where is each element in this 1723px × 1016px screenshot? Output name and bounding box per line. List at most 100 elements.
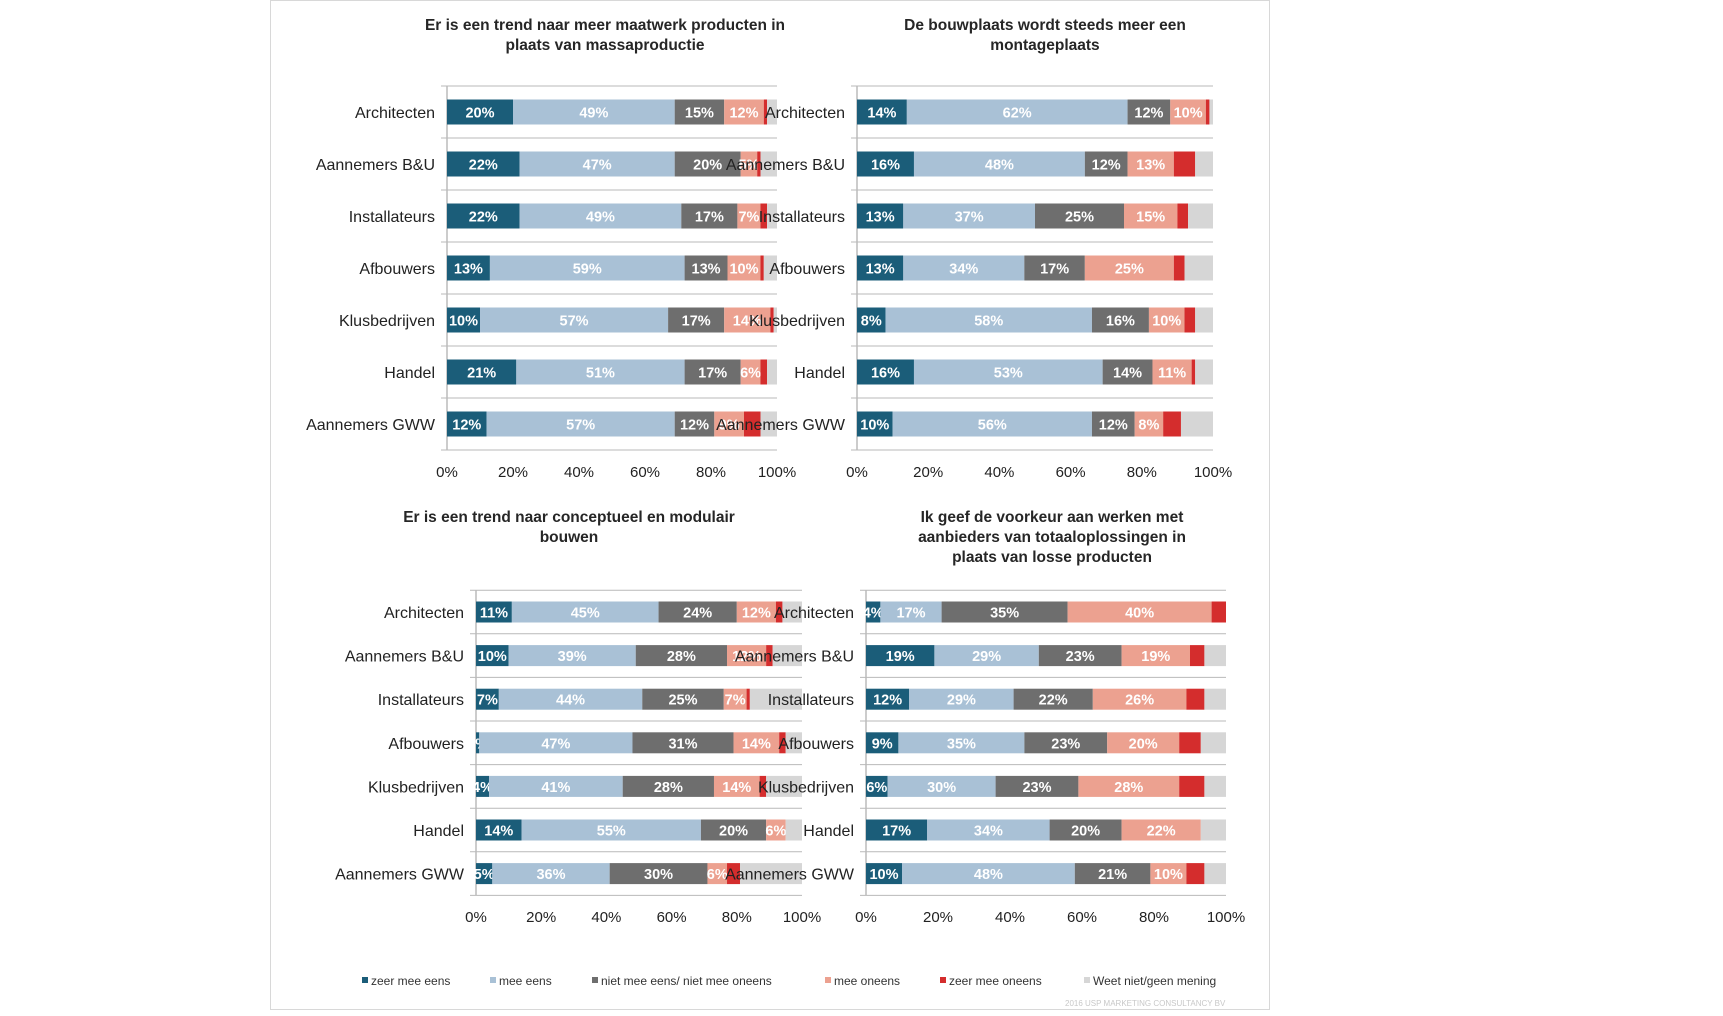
chart-4-bar-mee-eens xyxy=(902,863,1075,885)
chart-3-bar-value-label: 28% xyxy=(667,649,696,665)
chart-2-bar-mee-eens xyxy=(885,307,1092,333)
chart-4-bar-weet-niet-geen-mening xyxy=(1204,688,1226,710)
chart-2-bar-value-label: 56% xyxy=(978,418,1007,434)
chart-4-bar-value-label: 19% xyxy=(886,649,915,665)
chart-3-bar-value-label: 14% xyxy=(742,736,771,752)
chart-1-category-label: Aannemers B&U xyxy=(316,157,435,174)
chart-3-bar-mee-oneens xyxy=(707,863,728,885)
chart-2-bar-zeer-mee-oneens xyxy=(1191,359,1196,385)
chart-4-bar-mee-oneens xyxy=(1121,645,1190,667)
chart-2-x-tick: 80% xyxy=(1127,464,1157,481)
chart-1-bar-zeer-mee-oneens xyxy=(760,203,768,229)
chart-4-bar-zeer-mee-eens xyxy=(866,732,899,754)
chart-1-bar-niet-mee-eens-niet-mee-oneens xyxy=(668,307,725,333)
chart-1-bar-niet-mee-eens-niet-mee-oneens xyxy=(674,411,715,437)
chart-1-bar-mee-eens xyxy=(519,203,682,229)
chart-2-bar-weet-niet-geen-mening xyxy=(1180,411,1213,437)
chart-3-bar-value-label: 28% xyxy=(654,780,683,796)
chart-4-x-tick: 100% xyxy=(1207,909,1245,926)
chart-1-bar-value-label: 49% xyxy=(579,106,608,122)
chart-1-bar-zeer-mee-eens xyxy=(447,411,487,437)
chart-2-bar-mee-oneens xyxy=(1124,203,1178,229)
chart-2-bar-value-label: 53% xyxy=(994,366,1023,382)
chart-2-bar-weet-niet-geen-mening xyxy=(1184,255,1213,281)
chart-4-bar-zeer-mee-eens xyxy=(866,601,881,623)
chart-3-bar-mee-oneens xyxy=(723,688,747,710)
chart-2-bar-value-label: 34% xyxy=(949,262,978,278)
chart-2-bar-mee-oneens xyxy=(1084,255,1174,281)
chart-3-bar-value-label: 47% xyxy=(541,736,570,752)
chart-3-bar-niet-mee-eens-niet-mee-oneens xyxy=(635,645,728,667)
chart-4-bar-value-label: 10% xyxy=(1154,867,1183,883)
chart-4-bar-mee-oneens xyxy=(1150,863,1187,885)
chart-2-bar-value-label: 15% xyxy=(1136,210,1165,226)
chart-3-bar-zeer-mee-oneens xyxy=(766,645,773,667)
chart-2-bar-mee-eens xyxy=(913,359,1103,385)
chart-1-bar-mee-oneens xyxy=(714,411,744,437)
chart-1-bar-zeer-mee-oneens xyxy=(760,359,768,385)
chart-1-category-label: Architecten xyxy=(355,105,435,122)
chart-2-bar-mee-oneens xyxy=(1148,307,1185,333)
chart-2-bar-zeer-mee-oneens xyxy=(1205,99,1210,125)
chart-2-bar-mee-oneens xyxy=(1134,411,1164,437)
chart-3-category-label: Installateurs xyxy=(378,692,464,709)
chart-3-bar-value-label: 36% xyxy=(536,867,565,883)
chart-4-bar-zeer-mee-oneens xyxy=(1179,775,1205,797)
chart-4-bar-mee-oneens xyxy=(1092,688,1187,710)
chart-3-bar-mee-eens xyxy=(511,601,659,623)
chart-4-bar-value-label: 20% xyxy=(1129,736,1158,752)
chart-3-bar-value-label: 30% xyxy=(644,867,673,883)
chart-2-bar-value-label: 8% xyxy=(861,314,882,330)
chart-4-bar-value-label: 40% xyxy=(1125,606,1154,622)
legend-swatch xyxy=(490,977,496,983)
legend-label: zeer mee oneens xyxy=(949,974,1042,988)
chart-4-bar-zeer-mee-oneens xyxy=(1190,645,1205,667)
chart-1-bar-weet-niet-geen-mening xyxy=(773,307,777,333)
chart-2-bar-value-label: 25% xyxy=(1115,262,1144,278)
chart-2-bar-zeer-mee-eens xyxy=(857,307,886,333)
chart-3-bar-value-label: 10% xyxy=(478,649,507,665)
chart-2-bar-value-label: 13% xyxy=(866,262,895,278)
chart-2-bar-value-label: 58% xyxy=(974,314,1003,330)
chart-1-bar-zeer-mee-eens xyxy=(447,151,520,177)
chart-1-bar-niet-mee-eens-niet-mee-oneens xyxy=(681,203,738,229)
chart-3-bar-mee-eens xyxy=(508,645,636,667)
chart-1-bar-mee-eens xyxy=(519,151,675,177)
chart-4-bar-mee-eens xyxy=(887,775,996,797)
chart-1-bar-weet-niet-geen-mening xyxy=(767,359,777,385)
chart-2-bar-value-label: 16% xyxy=(871,366,900,382)
chart-3-bar-mee-eens xyxy=(498,688,643,710)
chart-3-category-label: Handel xyxy=(413,823,464,840)
chart-1-bar-value-label: 6% xyxy=(740,366,761,382)
chart-3-bar-weet-niet-geen-mening xyxy=(749,688,802,710)
chart-3-bar-weet-niet-geen-mening xyxy=(740,863,802,885)
chart-3-bar-value-label: 4% xyxy=(472,780,493,796)
chart-4-bar-niet-mee-eens-niet-mee-oneens xyxy=(995,775,1079,797)
chart-4-category-label: Aannemers B&U xyxy=(735,649,854,666)
chart-2-bar-mee-eens xyxy=(903,255,1025,281)
chart-4-bar-value-label: 6% xyxy=(866,780,887,796)
chart-2-bar-value-label: 12% xyxy=(1134,106,1163,122)
chart-3-bar-mee-eens xyxy=(479,732,633,754)
chart-1-bar-weet-niet-geen-mening xyxy=(760,411,777,437)
chart-3-x-tick: 20% xyxy=(526,909,556,926)
chart-4-bar-weet-niet-geen-mening xyxy=(1200,732,1226,754)
chart-1-bar-mee-oneens xyxy=(727,255,761,281)
chart-1-bar-niet-mee-eens-niet-mee-oneens xyxy=(674,99,725,125)
chart-1-bar-value-label: 10% xyxy=(729,262,758,278)
chart-2-bar-zeer-mee-eens xyxy=(857,359,914,385)
chart-1-bar-weet-niet-geen-mening xyxy=(767,99,777,125)
chart-2-bar-zeer-mee-eens xyxy=(857,151,914,177)
chart-3-bar-niet-mee-eens-niet-mee-oneens xyxy=(642,688,724,710)
chart-1-title: plaats van massaproductie xyxy=(506,37,705,54)
chart-4-bar-mee-eens xyxy=(909,688,1014,710)
chart-3-x-tick: 60% xyxy=(657,909,687,926)
chart-2-bar-zeer-mee-eens xyxy=(857,203,904,229)
chart-4-bar-niet-mee-eens-niet-mee-oneens xyxy=(1013,688,1093,710)
chart-2-bar-mee-eens xyxy=(913,151,1085,177)
chart-3-bar-zeer-mee-eens xyxy=(476,863,493,885)
chart-4-bar-value-label: 26% xyxy=(1125,693,1154,709)
chart-2-bar-value-label: 14% xyxy=(867,106,896,122)
chart-2-bar-zeer-mee-eens xyxy=(857,99,907,125)
chart-1-category-label: Aannemers GWW xyxy=(306,417,436,434)
